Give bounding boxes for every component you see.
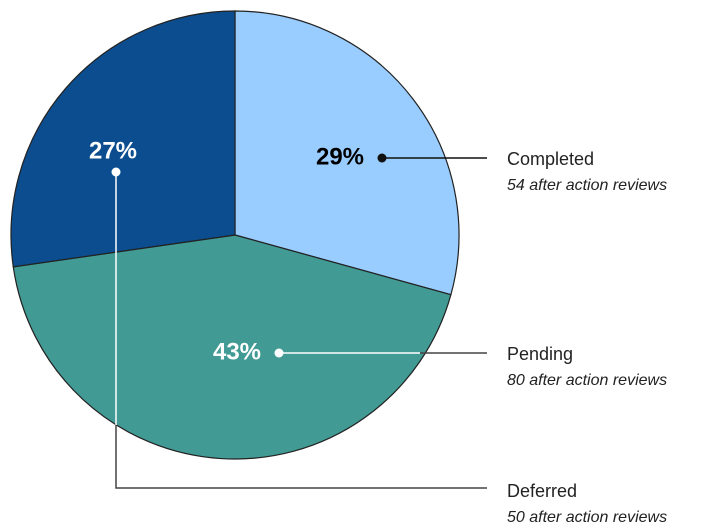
legend-detail: 50 after action reviews [507,509,667,526]
legend-detail: 80 after action reviews [507,372,667,389]
slice-label: 27% [89,137,137,164]
slice-label: 29% [316,143,364,170]
connector-dot [377,153,387,163]
connector [115,425,487,489]
legend-name: Pending [507,344,573,364]
connector-dot [274,348,284,358]
pie-slice [10,10,236,268]
connector-dot [111,167,121,177]
slice-label: 43% [213,338,261,365]
pie-slice [12,234,452,460]
legend-detail: 54 after action reviews [507,177,667,194]
pie-slice [234,10,460,296]
legend-name: Deferred [507,481,577,501]
legend-name: Completed [507,149,594,169]
